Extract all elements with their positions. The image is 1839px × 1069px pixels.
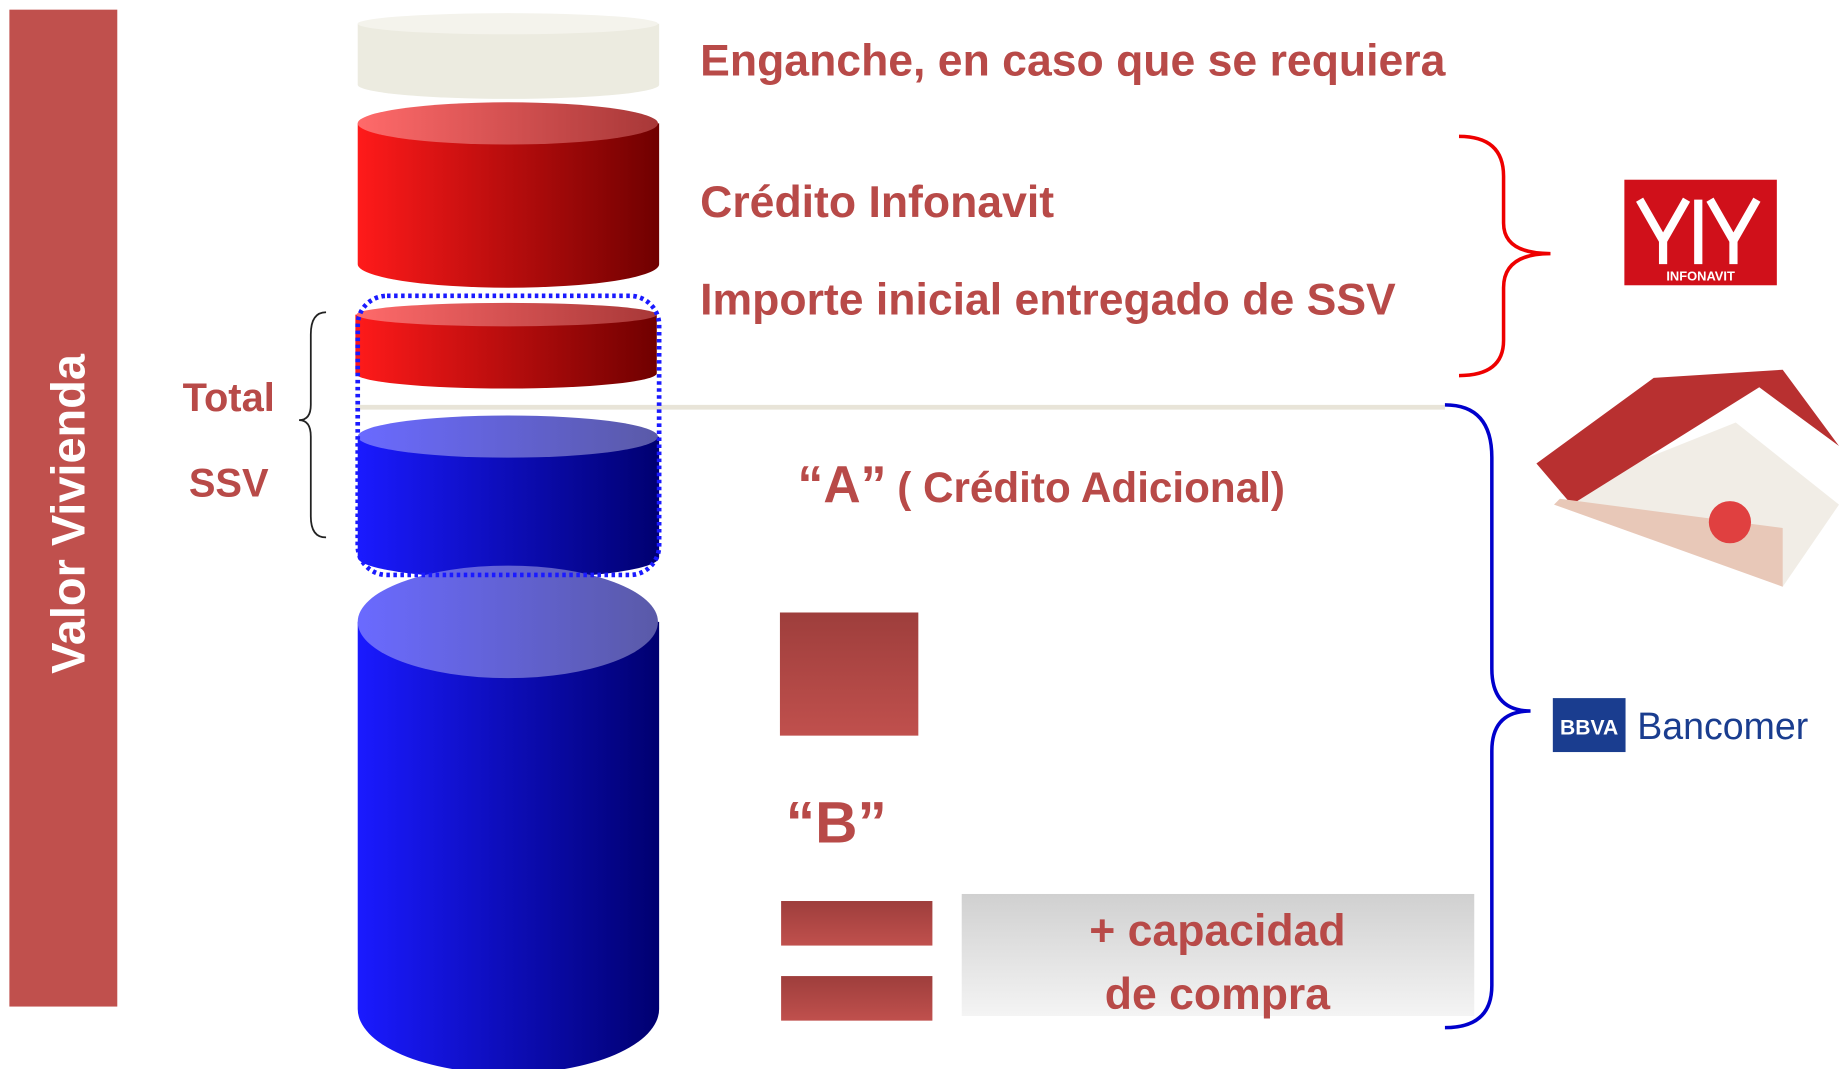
equals-top (781, 901, 932, 946)
house (1536, 370, 1839, 587)
credito-label: Crédito Infonavit (700, 178, 1054, 227)
ssv-label: SSV (189, 461, 269, 505)
side-label: Valor Vivienda (42, 353, 94, 674)
total-label: Total (183, 376, 275, 420)
enganche-label: Enganche, en caso que se requiera (700, 36, 1446, 85)
capacity-1: + capacidad (1089, 907, 1345, 956)
square (780, 612, 918, 735)
ssv-brace (299, 312, 326, 537)
infonavit-text: INFONAVIT (1666, 269, 1735, 284)
bancomer-text: Bancomer (1637, 705, 1808, 747)
infonavit-logo: INFONAVIT (1624, 180, 1776, 286)
infonavit-brace (1459, 136, 1550, 375)
bbva-text: BBVA (1560, 716, 1618, 739)
importe-label: Importe inicial entregado de SSV (700, 276, 1396, 325)
a-desc: ( Crédito Adicional) (897, 464, 1285, 511)
slide: Valor Vivienda Total SSV Enganche, en ca… (0, 0, 1839, 1069)
bbva-logo: BBVA Bancomer (1553, 698, 1808, 752)
a-label: “A” (798, 455, 887, 513)
equals-bottom (781, 976, 932, 1021)
capacity-2: de compra (1105, 970, 1332, 1019)
b-label: “B” (786, 790, 887, 855)
